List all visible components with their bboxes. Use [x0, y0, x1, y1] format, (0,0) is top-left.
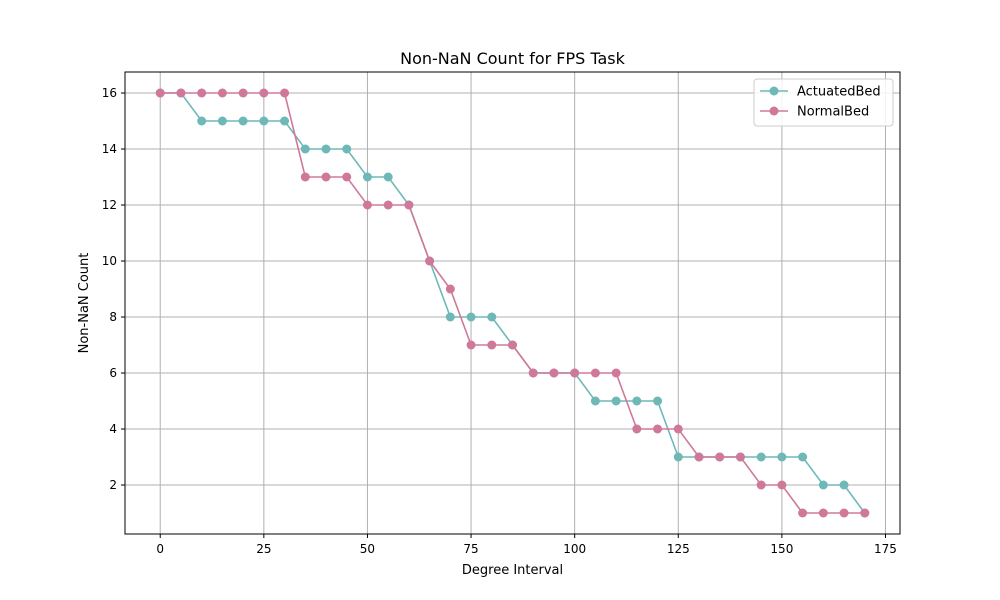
series-line: [160, 92, 865, 514]
data-point: [383, 172, 393, 182]
data-point: [632, 396, 642, 406]
data-point: [839, 480, 849, 490]
data-point: [694, 452, 704, 462]
legend-box: [753, 78, 894, 127]
data-point: [300, 172, 310, 182]
x-tick-label: 25: [256, 542, 271, 556]
grid: [125, 72, 900, 534]
data-point: [238, 116, 248, 126]
data-point: [487, 312, 497, 322]
y-tick-label: 10: [102, 254, 117, 268]
data-point: [735, 452, 745, 462]
y-tick-label: 4: [109, 422, 117, 436]
data-point: [321, 144, 331, 154]
data-point: [259, 116, 269, 126]
legend-marker: [769, 106, 779, 116]
data-point: [653, 424, 663, 434]
legend-label: NormalBed: [797, 105, 869, 120]
data-point: [798, 452, 808, 462]
data-point: [632, 424, 642, 434]
data-point: [487, 340, 497, 350]
chart-title: Non-NaN Count for FPS Task: [400, 49, 626, 68]
data-point: [818, 480, 828, 490]
legend: ActuatedBed NormalBed: [753, 78, 894, 127]
y-tick-label: 16: [102, 86, 117, 100]
legend-label: ActuatedBed: [797, 85, 881, 100]
data-point: [570, 368, 580, 378]
x-tick-label: 150: [770, 542, 793, 556]
y-tick-label: 2: [109, 478, 117, 492]
data-point: [155, 88, 165, 98]
y-tick-label: 14: [102, 142, 117, 156]
x-tick-label: 125: [667, 542, 690, 556]
data-point: [217, 88, 227, 98]
series-normalbed: [155, 88, 870, 518]
x-tick-label: 100: [563, 542, 586, 556]
data-point: [238, 88, 248, 98]
data-point: [673, 452, 683, 462]
data-point: [176, 88, 186, 98]
data-point: [445, 284, 455, 294]
data-point: [756, 452, 766, 462]
series-line: [160, 92, 866, 514]
series-layer: [155, 88, 870, 518]
x-tick-label: 175: [874, 542, 897, 556]
data-point: [280, 88, 290, 98]
data-point: [860, 508, 870, 518]
data-point: [777, 452, 787, 462]
x-tick-label: 0: [156, 542, 164, 556]
data-point: [404, 200, 414, 210]
data-point: [300, 144, 310, 154]
data-point: [818, 508, 828, 518]
data-point: [445, 312, 455, 322]
data-point: [611, 396, 621, 406]
data-point: [259, 88, 269, 98]
data-point: [798, 508, 808, 518]
data-point: [342, 172, 352, 182]
y-tick-label: 6: [109, 366, 117, 380]
data-point: [673, 424, 683, 434]
y-axis-label: Non-NaN Count: [77, 253, 92, 354]
data-point: [466, 312, 476, 322]
y-tick-label: 8: [109, 310, 117, 324]
y-tick-label: 12: [102, 198, 117, 212]
data-point: [839, 508, 849, 518]
data-point: [197, 116, 207, 126]
x-tick-label: 50: [360, 542, 375, 556]
data-point: [466, 340, 476, 350]
data-point: [777, 480, 787, 490]
x-tick-label: 75: [463, 542, 478, 556]
data-point: [611, 368, 621, 378]
data-point: [549, 368, 559, 378]
series-actuatedbed: [155, 88, 870, 518]
data-point: [321, 172, 331, 182]
data-point: [528, 368, 538, 378]
data-point: [362, 200, 372, 210]
ticks: 0 25 50 75 100 125 150 175 2 4 6 8 10 12 14 16: [102, 86, 897, 556]
data-point: [280, 116, 290, 126]
data-point: [342, 144, 352, 154]
data-point: [217, 116, 227, 126]
data-point: [197, 88, 207, 98]
data-point: [756, 480, 766, 490]
data-point: [508, 340, 517, 350]
plot-frame: [124, 71, 901, 535]
x-axis-label: Degree Interval: [462, 563, 563, 578]
data-point: [383, 200, 393, 210]
data-point: [715, 452, 725, 462]
data-point: [653, 396, 663, 406]
data-point: [425, 256, 435, 266]
data-point: [590, 396, 600, 406]
legend-marker: [769, 86, 779, 96]
data-point: [590, 368, 600, 378]
data-point: [362, 172, 372, 182]
